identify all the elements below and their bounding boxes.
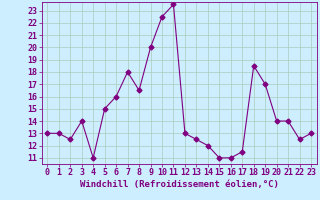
X-axis label: Windchill (Refroidissement éolien,°C): Windchill (Refroidissement éolien,°C) [80,180,279,189]
